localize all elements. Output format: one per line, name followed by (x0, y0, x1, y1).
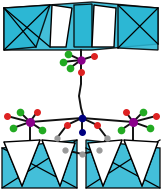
Polygon shape (92, 5, 116, 47)
Polygon shape (42, 140, 75, 186)
Polygon shape (74, 4, 92, 47)
Polygon shape (50, 5, 72, 47)
Polygon shape (118, 5, 158, 50)
Polygon shape (4, 140, 40, 186)
Polygon shape (88, 140, 122, 186)
Polygon shape (124, 140, 158, 186)
Polygon shape (86, 140, 160, 188)
Polygon shape (2, 140, 77, 188)
Polygon shape (4, 5, 50, 50)
Polygon shape (4, 2, 158, 50)
